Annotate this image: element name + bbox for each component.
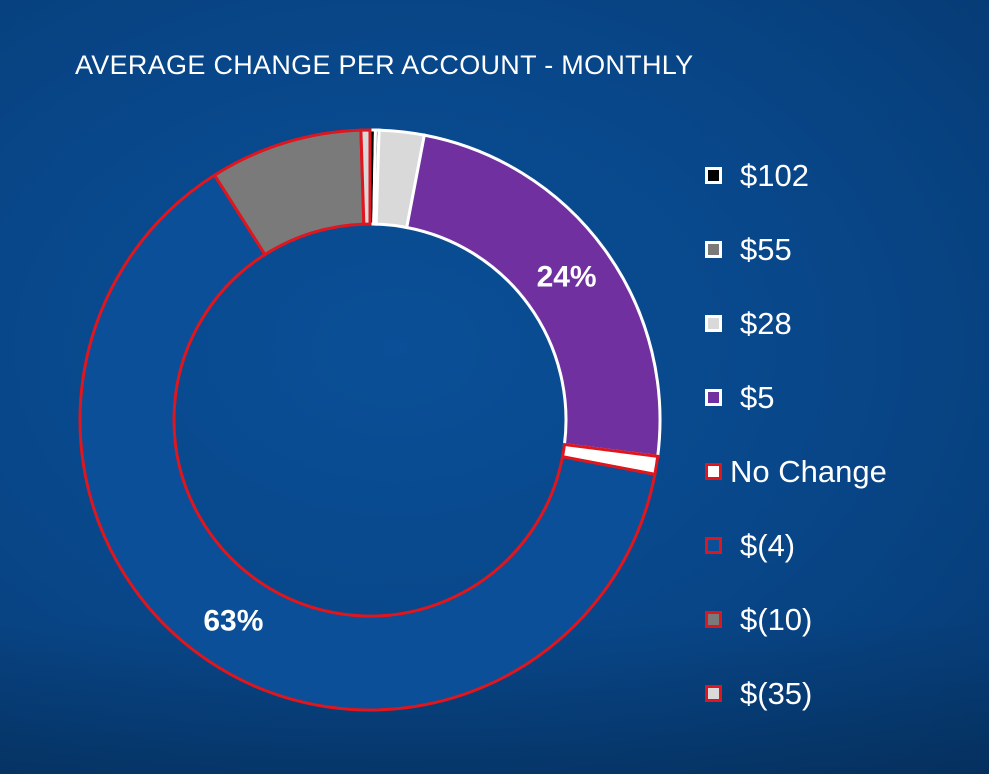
legend-label: $55 — [740, 231, 792, 267]
legend-swatch — [705, 462, 722, 480]
legend-label: $102 — [740, 157, 809, 193]
legend-swatch — [705, 684, 722, 702]
slice-label-4: 63% — [203, 604, 263, 637]
legend-item-no-change: No Change — [705, 434, 975, 508]
chart-title: AVERAGE CHANGE PER ACCOUNT - MONTHLY — [75, 50, 694, 80]
donut-slice-4 — [78, 173, 657, 712]
chart-legend: $102 $55 $28 $5 No Change $(4) $(10) $(35) — [705, 138, 975, 730]
legend-item-28: $28 — [705, 286, 975, 360]
legend-item-55: $55 — [705, 212, 975, 286]
legend-swatch — [705, 166, 722, 184]
legend-swatch — [705, 610, 722, 628]
legend-swatch — [705, 536, 722, 554]
legend-swatch — [705, 388, 722, 406]
donut-slice-35 — [359, 128, 372, 226]
legend-item-5: $5 — [705, 360, 975, 434]
legend-label: No Change — [730, 453, 887, 489]
legend-item-10: $(10) — [705, 582, 975, 656]
legend-swatch — [705, 314, 722, 332]
legend-label: $(4) — [740, 527, 796, 563]
legend-label: $(10) — [740, 601, 813, 637]
legend-label: $5 — [740, 379, 775, 415]
slice-label-5: 24% — [537, 261, 597, 294]
legend-item-4: $(4) — [705, 508, 975, 582]
legend-label: $28 — [740, 305, 792, 341]
legend-item-35: $(35) — [705, 656, 975, 730]
legend-swatch — [705, 240, 722, 258]
legend-label: $(35) — [740, 675, 813, 711]
donut-slice-5 — [404, 133, 662, 459]
donut-chart: 24% 63% — [78, 128, 662, 712]
legend-item-102: $102 — [705, 138, 975, 212]
